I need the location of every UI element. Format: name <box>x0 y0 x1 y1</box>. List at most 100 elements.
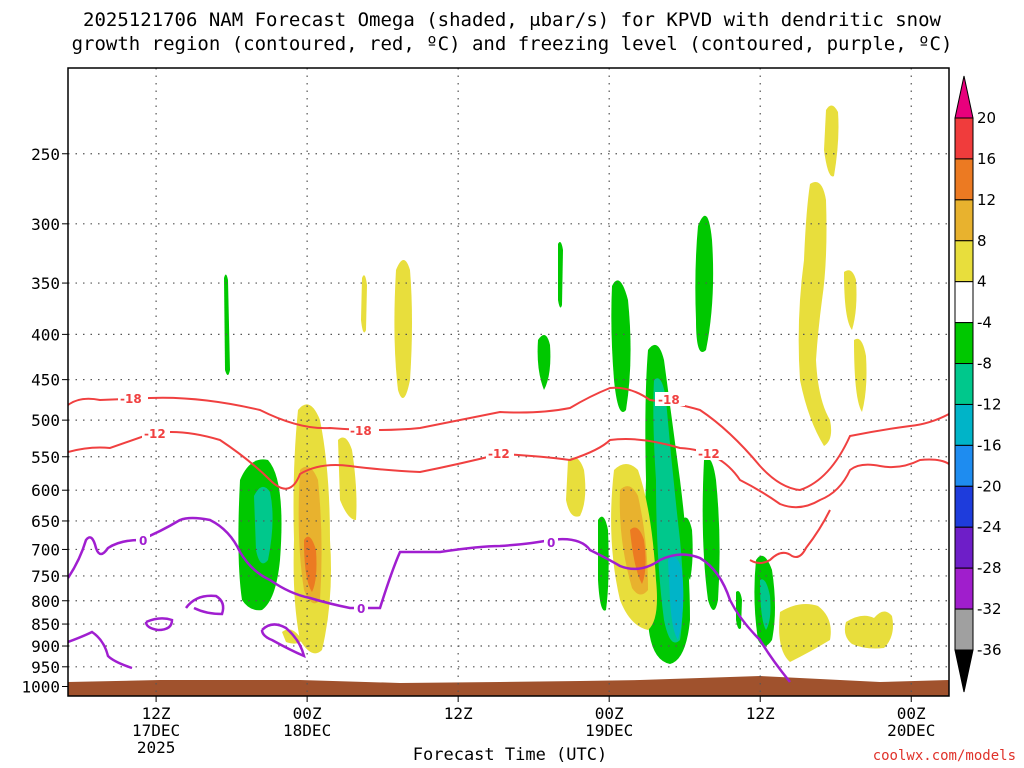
colorbar-segment <box>954 158 974 201</box>
colorbar-segment <box>954 281 974 324</box>
y-tick-label: 1000 <box>21 678 60 697</box>
dgz-minus12-line <box>68 431 949 509</box>
y-tick-label: 500 <box>31 411 60 430</box>
omega-region-neg-12 <box>598 516 609 611</box>
omega-region-pos-13 <box>798 182 832 446</box>
omega-region-pos-8 <box>566 457 586 517</box>
colorbar-segment <box>954 608 974 651</box>
colorbar-label: 20 <box>977 109 996 127</box>
x-tick-label: 2025 <box>137 738 176 757</box>
omega-shading <box>224 105 893 664</box>
colorbar-label: -4 <box>977 314 992 332</box>
colorbar-label: -28 <box>977 559 1002 577</box>
x-tick-label: 00Z <box>293 704 322 723</box>
colorbar-label: -12 <box>977 395 1002 413</box>
plot-frame <box>67 67 950 697</box>
colorbar-segment <box>954 403 974 446</box>
colorbar-segment <box>954 199 974 242</box>
omega-region-pos-2 <box>361 275 367 333</box>
colorbar: 20 16 12 8 4 -4 -8 -12 -16 -20 -24 -28 -32 -36 <box>954 75 1002 693</box>
omega-region-neg-5 <box>537 335 551 390</box>
colorbar-segment <box>954 485 974 528</box>
colorbar-segment <box>954 567 974 610</box>
omega-region-neg-7 <box>695 215 714 352</box>
x-tick-label: 00Z <box>595 704 624 723</box>
dgz-minus18-label-3: -18 <box>658 393 680 407</box>
y-tick-label: 750 <box>31 567 60 586</box>
omega-region-neg-16 <box>682 517 693 580</box>
colorbar-label: -16 <box>977 436 1002 454</box>
y-tick-label: 950 <box>31 658 60 677</box>
y-tick-label: 350 <box>31 274 60 293</box>
x-tick-label: 12Z <box>746 704 775 723</box>
omega-region-pos-17 <box>844 611 893 649</box>
colorbar-label: -36 <box>977 641 1002 659</box>
freezing-level-low-1 <box>68 630 133 670</box>
omega-region-neg-4 <box>558 242 563 308</box>
omega-region-neg-6 <box>611 280 631 412</box>
chart-title-line-1: 2025121706 NAM Forecast Omega (shaded, μ… <box>83 9 941 31</box>
omega-region-neg-10 <box>668 556 684 640</box>
colorbar-segment <box>954 322 974 365</box>
colorbar-segment <box>954 240 974 283</box>
ground-surface <box>68 676 949 696</box>
dgz-minus18-label-2: -18 <box>350 424 372 438</box>
colorbar-label: -24 <box>977 518 1002 536</box>
colorbar-label: 8 <box>977 232 987 250</box>
x-tick-label: 17DEC <box>132 721 180 740</box>
x-tick-label: 18DEC <box>283 721 331 740</box>
omega-region-pos-12 <box>824 105 839 177</box>
omega-region-neg-15 <box>736 591 742 629</box>
colorbar-top-arrow <box>954 75 974 119</box>
omega-region-neg-11 <box>702 458 720 610</box>
freezing-level-label-2: 0 <box>357 602 365 616</box>
dgz-minus18-label: -18 <box>120 392 142 406</box>
colorbar-label: -32 <box>977 600 1002 618</box>
y-tick-label: 700 <box>31 540 60 559</box>
x-axis-title: Forecast Time (UTC) <box>412 745 608 765</box>
omega-region-pos-14 <box>844 270 857 330</box>
freezing-level-label: 0 <box>139 534 147 548</box>
omega-region-pos-11 <box>630 527 646 584</box>
omega-region-neg-3 <box>254 486 273 564</box>
y-tick-label: 600 <box>31 481 60 500</box>
dgz-minus12-line-lower <box>749 509 831 564</box>
colorbar-segment <box>954 444 974 487</box>
y-tick-label: 300 <box>31 215 60 234</box>
x-tick-label: 19DEC <box>585 721 633 740</box>
chart-title-line-2: growth region (contoured, red, ºC) and f… <box>71 33 953 55</box>
omega-region-neg-14 <box>760 579 771 630</box>
x-tick-label: 00Z <box>897 704 926 723</box>
omega-region-neg-1 <box>224 274 230 375</box>
colorbar-label: 12 <box>977 191 996 209</box>
x-tick-label: 12Z <box>142 704 171 723</box>
y-tick-label: 450 <box>31 371 60 390</box>
colorbar-segment <box>954 526 974 569</box>
colorbar-segment <box>954 117 974 160</box>
dgz-minus12-label-2: -12 <box>488 447 510 461</box>
omega-region-pos-4 <box>338 437 357 520</box>
freezing-level-loop-1 <box>184 594 225 616</box>
y-tick-label: 400 <box>31 325 60 344</box>
freezing-level-loop-3 <box>260 623 306 659</box>
freezing-level-label-3: 0 <box>547 536 555 550</box>
dgz-minus12-label-3: -12 <box>698 447 720 461</box>
dgz-minus18-line <box>68 386 949 492</box>
y-tick-label: 250 <box>31 145 60 164</box>
freezing-level-loop-2 <box>144 617 174 632</box>
colorbar-label: -20 <box>977 477 1002 495</box>
omega-region-pos-15 <box>854 338 867 412</box>
contour-labels: -18 -18 -18 -12 -12 -12 0 0 0 <box>118 391 724 616</box>
omega-region-pos-1 <box>394 260 412 398</box>
dgz-minus12-label: -12 <box>144 427 166 441</box>
colorbar-label: -8 <box>977 355 992 373</box>
contours <box>68 386 949 683</box>
omega-region-pos-16 <box>779 604 831 662</box>
y-tick-label: 800 <box>31 592 60 611</box>
y-axis: 250 300 350 400 450 500 550 600 650 700 750 800 850 9… <box>21 145 68 697</box>
colorbar-segment <box>954 363 974 405</box>
y-tick-label: 550 <box>31 448 60 467</box>
y-tick-label: 900 <box>31 637 60 656</box>
